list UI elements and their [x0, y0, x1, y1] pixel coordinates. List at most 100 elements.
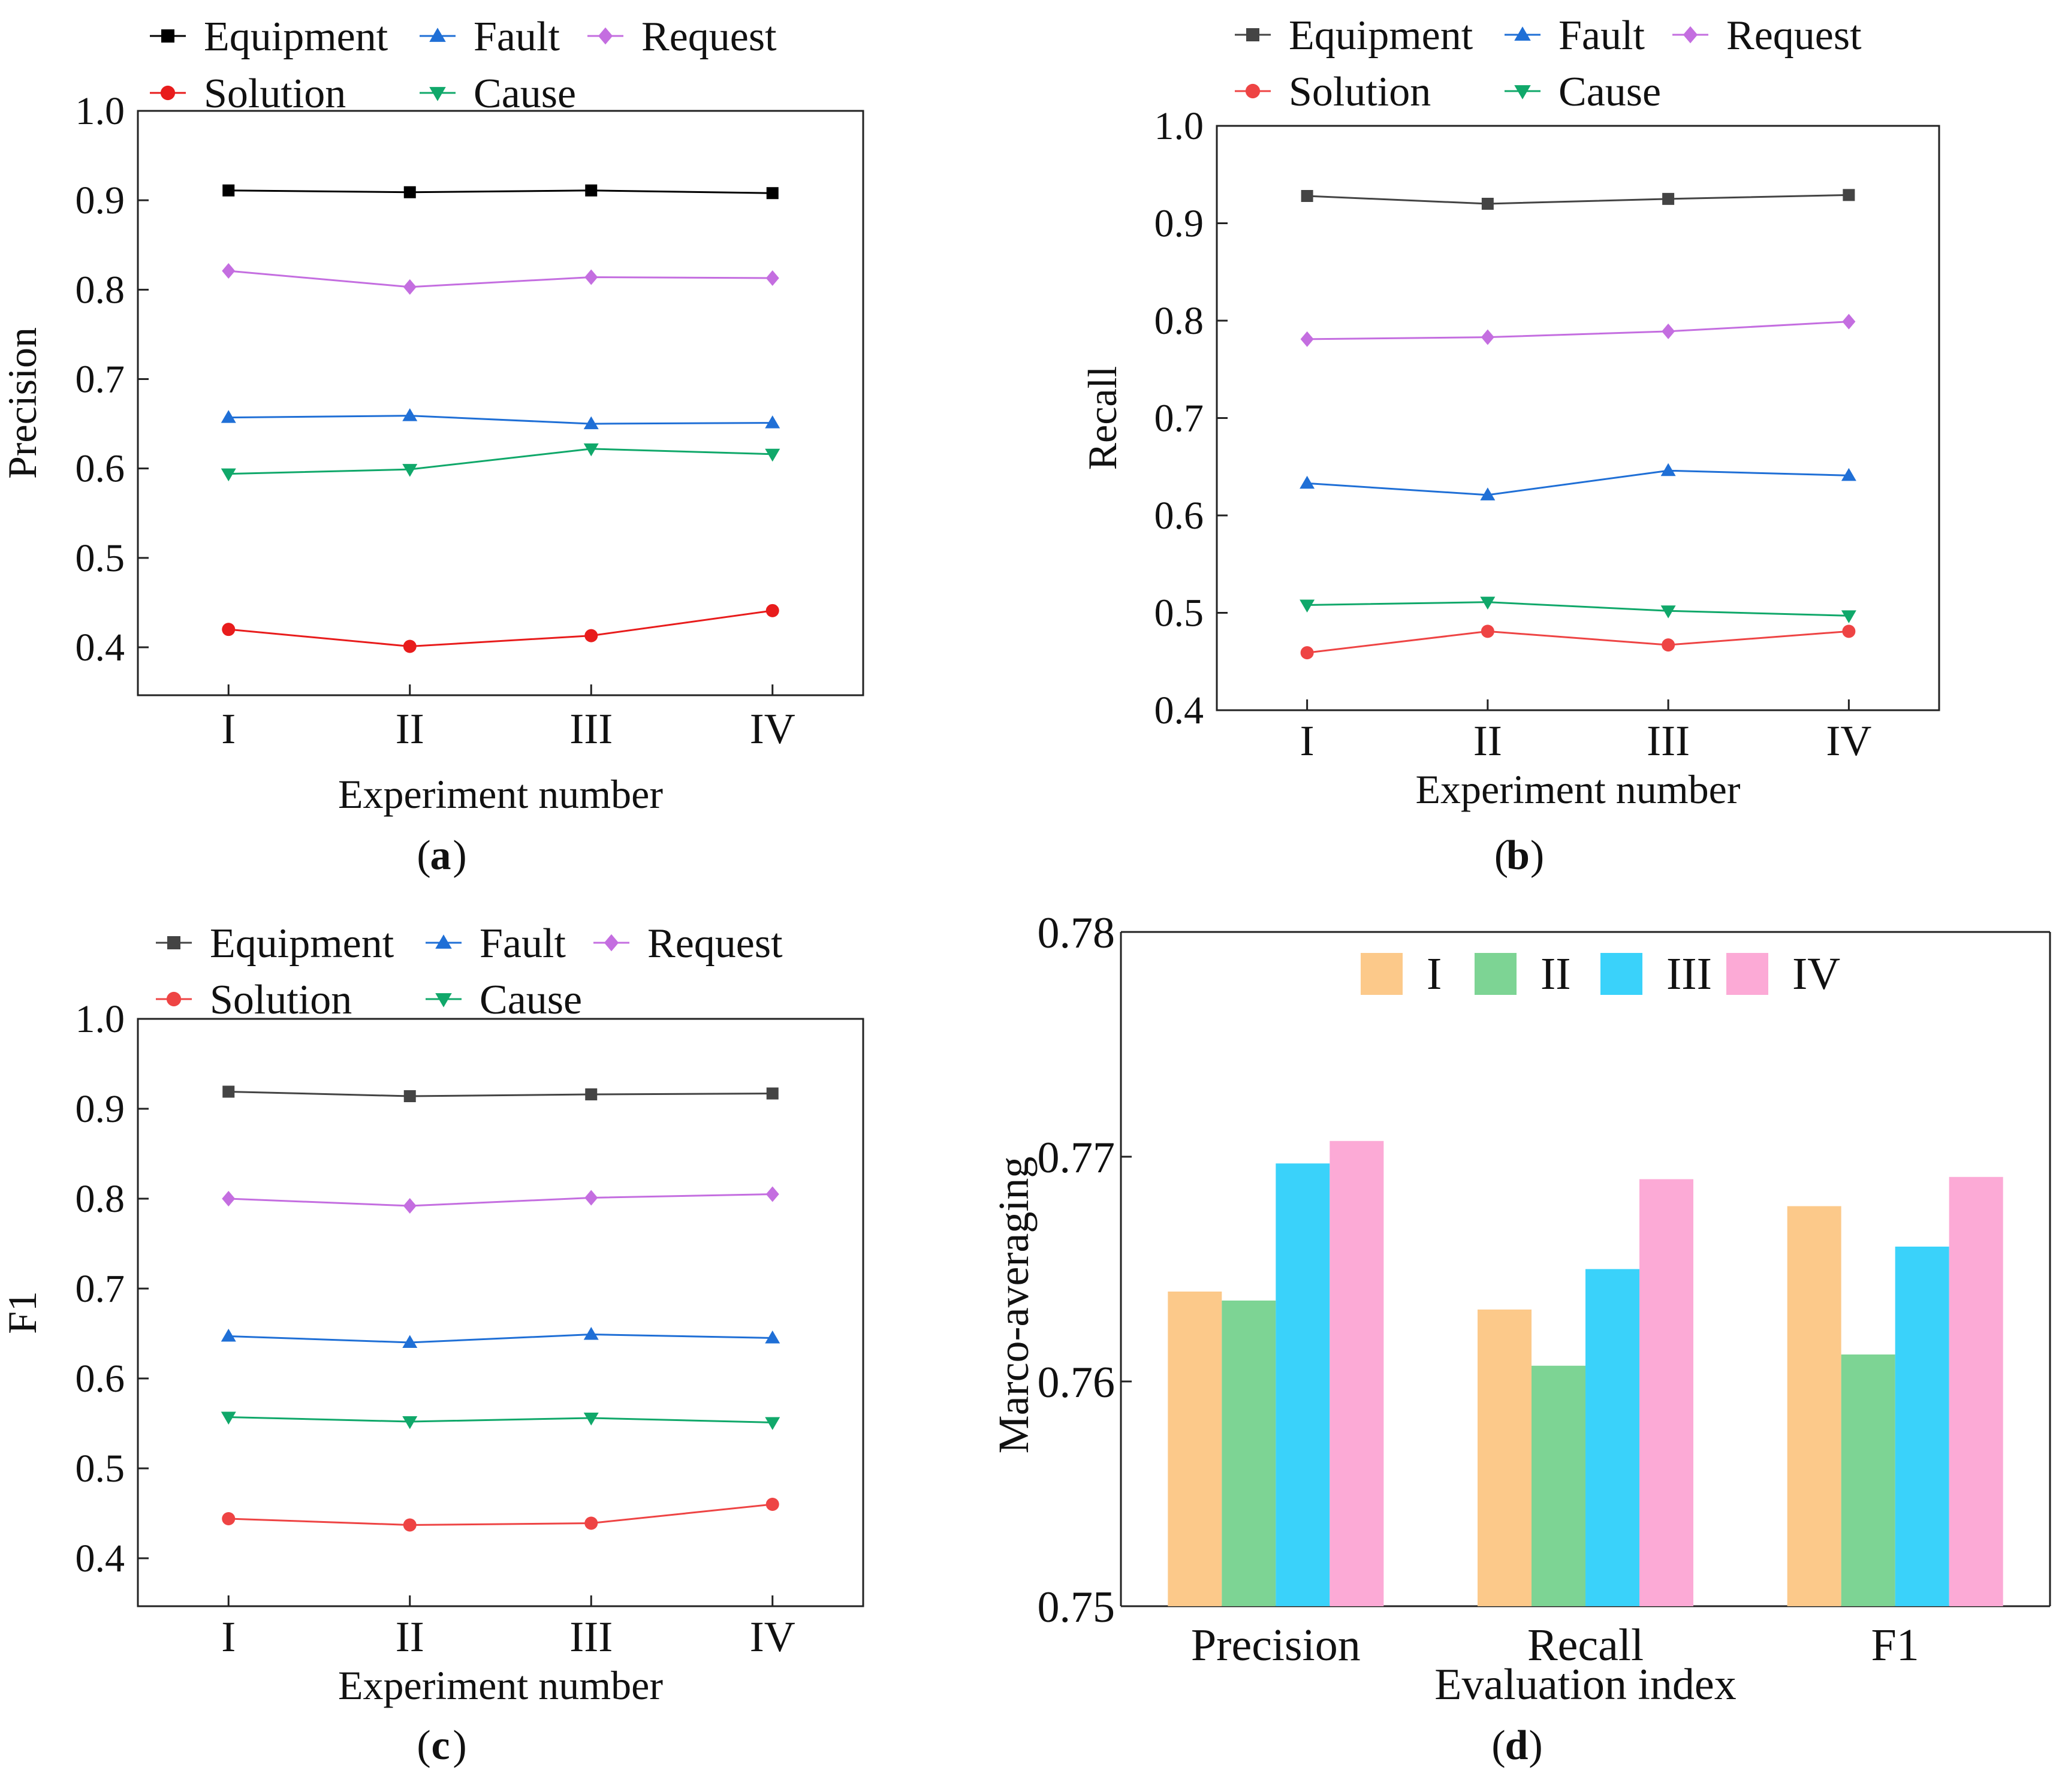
- data-point: [1842, 313, 1856, 330]
- x-axis-label: Experiment number: [338, 1663, 663, 1708]
- data-point: [403, 639, 417, 653]
- legend: Equipment Fault Request Solution Cause: [150, 14, 777, 117]
- data-point: [1301, 190, 1313, 202]
- x-tick-label: Recall: [1527, 1620, 1644, 1670]
- legend-label: Cause: [1558, 69, 1661, 115]
- data-point: [402, 408, 418, 421]
- data-point: [1480, 596, 1496, 610]
- chart-panel-d: 0.75 0.76 0.77 0.78 Precision Recall F1 Evaluat…: [990, 909, 2051, 1769]
- data-point: [585, 184, 598, 197]
- legend-marker: [1514, 26, 1531, 41]
- x-tick-label: I: [221, 705, 236, 753]
- data-point: [1481, 198, 1494, 210]
- legend-label: Cause: [474, 71, 576, 117]
- bar-precision-iv: [1330, 1141, 1384, 1606]
- data-point: [766, 187, 779, 200]
- data-point: [585, 1088, 598, 1100]
- y-tick-label: 0.6: [76, 1357, 125, 1401]
- legend: I II III IV: [1361, 949, 1840, 999]
- data-point: [222, 184, 235, 197]
- data-point: [403, 1198, 417, 1214]
- data-point: [222, 623, 236, 636]
- data-point: [1481, 625, 1494, 638]
- data-point: [583, 1413, 599, 1426]
- data-point: [403, 1518, 417, 1532]
- series-solution: [222, 1498, 779, 1532]
- series-equipment: [1301, 189, 1855, 210]
- series-line: [1307, 601, 1849, 617]
- chart-panel-c: 0.40.50.60.70.80.91.0I II III IVExperiment …: [0, 921, 864, 1769]
- legend-marker: [435, 934, 452, 949]
- data-point: [221, 1329, 236, 1342]
- series-cause: [221, 443, 780, 482]
- x-axis-label: Experiment number: [1416, 767, 1741, 812]
- x-axis-label: Experiment number: [338, 771, 663, 817]
- legend-label: Fault: [480, 921, 566, 967]
- legend-swatch: [1600, 953, 1642, 995]
- series-fault: [221, 1327, 780, 1348]
- y-tick-label: 0.78: [1038, 909, 1116, 958]
- series-line: [1307, 630, 1849, 654]
- legend-marker: [435, 993, 452, 1007]
- series-line: [228, 1193, 773, 1207]
- data-point: [221, 468, 236, 482]
- panel-caption: (a): [417, 832, 466, 879]
- legend-label: Solution: [1289, 69, 1431, 115]
- data-point: [222, 1512, 236, 1525]
- bar-f1-iv: [1949, 1176, 2003, 1606]
- y-tick-label: 0.4: [1154, 689, 1204, 732]
- bar-precision-ii: [1222, 1301, 1276, 1606]
- legend-marker: [429, 28, 446, 42]
- series-line: [228, 1503, 773, 1526]
- y-tick-label: 0.7: [1154, 397, 1204, 441]
- data-point: [765, 1186, 779, 1202]
- series-line: [228, 1333, 773, 1344]
- legend-marker: [1514, 85, 1531, 99]
- legend: Equipment Fault Request Solution Cause: [156, 921, 783, 1023]
- y-tick-label: 0.4: [76, 626, 125, 669]
- data-point: [222, 263, 236, 279]
- data-point: [402, 1416, 418, 1429]
- series-equipment: [222, 1085, 779, 1102]
- x-tick-label: II: [396, 705, 424, 753]
- data-point: [765, 270, 779, 286]
- caption-close-paren: ): [1529, 1722, 1542, 1769]
- y-axis-label: Marco-averaging: [990, 1157, 1038, 1454]
- x-tick-label: IV: [750, 1613, 795, 1661]
- caption-open-paren: (: [417, 832, 430, 879]
- data-point: [765, 1331, 780, 1344]
- legend-label: Equipment: [210, 921, 394, 967]
- legend-swatch: [1361, 953, 1403, 995]
- data-point: [765, 604, 779, 617]
- series-fault: [221, 408, 780, 430]
- plot-frame: [137, 1018, 864, 1607]
- legend-label: III: [1666, 949, 1712, 999]
- y-tick-label: 0.8: [76, 1177, 125, 1221]
- plot-frame: [137, 110, 864, 696]
- x-tick-label: III: [569, 1613, 613, 1661]
- y-tick-label: 0.6: [1154, 494, 1204, 538]
- series-line: [228, 1091, 773, 1097]
- data-point: [403, 279, 417, 295]
- data-point: [1843, 189, 1855, 201]
- chart-panel-b: 0.40.50.60.70.80.91.0I II III IVExperiment …: [1080, 13, 1940, 879]
- y-axis-label: Precision: [0, 327, 45, 479]
- y-tick-label: 0.9: [1154, 202, 1204, 246]
- legend-label: II: [1541, 949, 1571, 999]
- series-line: [228, 1416, 773, 1423]
- y-tick-label: 0.9: [76, 1087, 125, 1131]
- data-point: [222, 1191, 236, 1206]
- x-tick-label: Precision: [1191, 1620, 1361, 1670]
- bar-recall-ii: [1532, 1365, 1585, 1606]
- data-point: [1662, 323, 1675, 339]
- legend-swatch: [1726, 953, 1768, 995]
- legend-label: Equipment: [1289, 13, 1473, 59]
- data-point: [1662, 638, 1675, 652]
- legend-label: Request: [641, 14, 777, 60]
- legend-marker: [429, 87, 446, 101]
- legend-label: Equipment: [204, 14, 388, 60]
- legend-marker: [1245, 83, 1261, 99]
- legend-marker: [604, 934, 619, 952]
- x-tick-label: III: [1647, 717, 1690, 765]
- series-line: [228, 270, 773, 288]
